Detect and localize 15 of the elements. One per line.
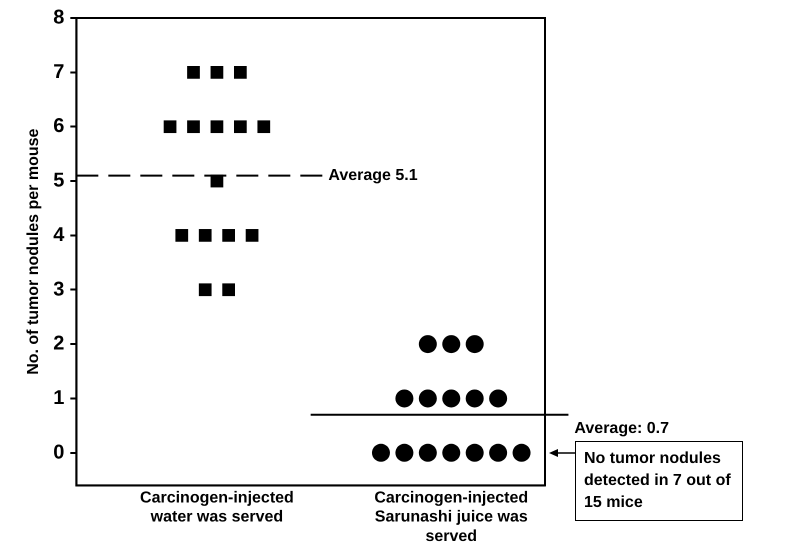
x-tick-label: Carcinogen-injected Sarunashi juice was served [374, 489, 528, 545]
y-tick-label: 2 [53, 332, 64, 355]
y-tick-label: 5 [53, 170, 64, 192]
x-tick-label: Carcinogen-injected water was served [140, 489, 294, 526]
ref-line-label: Average 5.1 [328, 167, 418, 184]
y-tick-label: 1 [53, 386, 64, 409]
ref-line-label: Average: 0.7 [574, 420, 670, 438]
y-tick-label: 0 [53, 441, 64, 464]
y-axis-title: No. of tumor nodules per mouse [25, 128, 42, 375]
y-tick-label: 6 [53, 115, 64, 138]
y-tick-label: 7 [53, 60, 64, 83]
text: No tumor nodules detected in 7 out of 15 mice [575, 440, 743, 521]
y-tick-label: 3 [53, 278, 64, 300]
y-tick-label: 4 [53, 224, 66, 246]
y-tick-label: 8 [53, 6, 64, 29]
